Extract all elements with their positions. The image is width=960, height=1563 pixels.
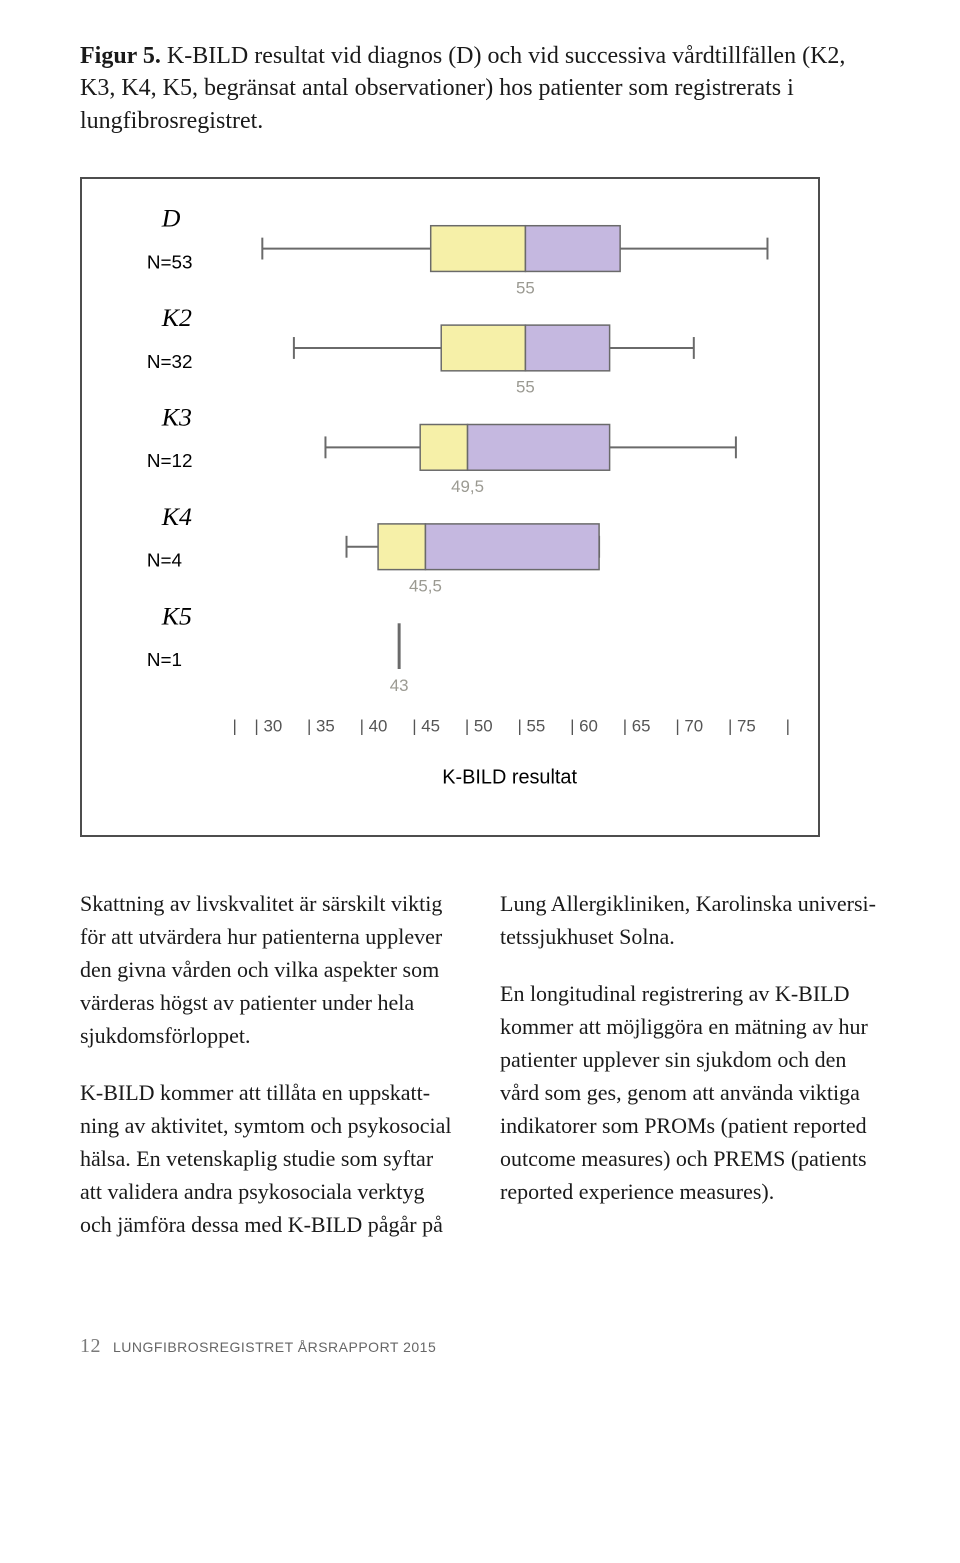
svg-text:| 50: | 50 [465, 717, 493, 736]
body-para: Skattning av livskvalitet är särskilt vi… [80, 887, 460, 1052]
boxplot-chart: D N=53 55 K2 N=32 55 K3 N=12 49,5 K4 N=4 45,5 K5 N=1 4… [80, 177, 820, 837]
svg-text:K-BILD resultat: K-BILD resultat [442, 766, 577, 788]
svg-text:| 60: | 60 [570, 717, 598, 736]
svg-text:| 40: | 40 [360, 717, 388, 736]
svg-text:|: | [786, 717, 790, 736]
svg-text:55: 55 [516, 278, 535, 297]
svg-text:D: D [161, 204, 181, 233]
svg-text:| 65: | 65 [623, 717, 651, 736]
figure-caption-text: K-BILD resultat vid diagnos (D) och vid … [80, 43, 845, 134]
footer-text: LUNGFIBROSREGISTRET ÅRSRAPPORT 2015 [113, 1339, 436, 1355]
body-para: En longitudinal registrering av K-BILD k… [500, 977, 880, 1208]
svg-text:49,5: 49,5 [451, 477, 484, 496]
body-col-right: Lung Allergikliniken, Karolinska univers… [500, 887, 880, 1265]
svg-text:|: | [233, 717, 237, 736]
svg-text:N=53: N=53 [147, 253, 193, 274]
page-footer: 12 LUNGFIBROSREGISTRET ÅRSRAPPORT 2015 [80, 1335, 880, 1358]
svg-text:N=1: N=1 [147, 650, 182, 671]
svg-text:N=32: N=32 [147, 352, 193, 373]
page-number: 12 [80, 1335, 101, 1357]
svg-text:| 30: | 30 [254, 717, 282, 736]
svg-text:| 55: | 55 [517, 717, 545, 736]
body-para: Lung Allergikliniken, Karolinska univers… [500, 887, 880, 953]
svg-text:| 75: | 75 [728, 717, 756, 736]
boxplot-svg: D N=53 55 K2 N=32 55 K3 N=12 49,5 K4 N=4 45,5 K5 N=1 4… [82, 179, 818, 835]
body-columns: Skattning av livskvalitet är särskilt vi… [80, 887, 880, 1265]
svg-text:45,5: 45,5 [409, 577, 442, 596]
figure-caption: Figur 5. K-BILD resultat vid diagnos (D)… [80, 40, 880, 137]
svg-text:| 70: | 70 [675, 717, 703, 736]
svg-text:| 35: | 35 [307, 717, 335, 736]
svg-text:43: 43 [390, 676, 409, 695]
svg-text:| 45: | 45 [412, 717, 440, 736]
figure-number: Figur 5. [80, 43, 161, 69]
svg-text:K4: K4 [161, 502, 192, 531]
body-col-left: Skattning av livskvalitet är särskilt vi… [80, 887, 460, 1265]
svg-text:K5: K5 [161, 601, 192, 630]
svg-text:N=12: N=12 [147, 451, 193, 472]
body-para: K-BILD kommer att tillåta en uppskatt­ni… [80, 1076, 460, 1241]
svg-text:55: 55 [516, 378, 535, 397]
svg-text:K3: K3 [161, 403, 192, 432]
svg-text:N=4: N=4 [147, 551, 182, 572]
svg-text:K2: K2 [161, 303, 192, 332]
